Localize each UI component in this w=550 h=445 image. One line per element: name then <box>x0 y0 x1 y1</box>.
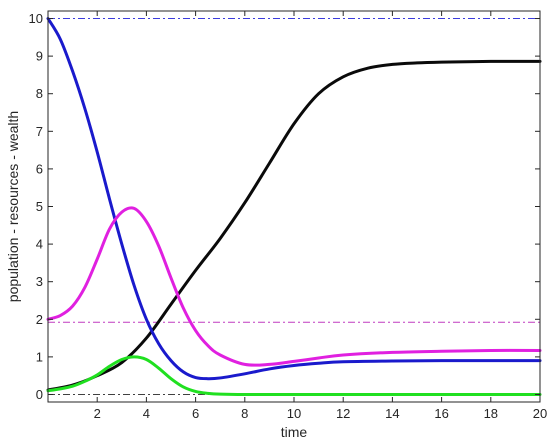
x-tick-label: 18 <box>484 406 498 421</box>
y-tick-label: 9 <box>36 49 43 64</box>
x-tick-label: 6 <box>192 406 199 421</box>
x-tick-label: 14 <box>385 406 399 421</box>
x-tick-label: 8 <box>241 406 248 421</box>
y-tick-label: 8 <box>36 86 43 101</box>
x-tick-label: 2 <box>94 406 101 421</box>
y-tick-label: 2 <box>36 312 43 327</box>
series-line-2 <box>46 17 542 381</box>
y-tick-label: 10 <box>29 11 43 26</box>
series-line-3 <box>46 206 542 367</box>
y-axis-title: population - resources - wealth <box>5 111 21 302</box>
y-tick-label: 0 <box>36 387 43 402</box>
data-series <box>46 17 542 397</box>
x-tick-label: 4 <box>143 406 150 421</box>
x-axis-ticks: 2 4 6 8 10 12 14 16 18 20 <box>94 11 547 421</box>
y-axis-ticks: 0 1 2 3 4 5 6 7 8 9 10 <box>29 11 540 402</box>
y-tick-label: 1 <box>36 349 43 364</box>
y-tick-label: 7 <box>36 124 43 139</box>
x-tick-label: 20 <box>533 406 547 421</box>
y-tick-label: 3 <box>36 274 43 289</box>
x-tick-label: 12 <box>336 406 350 421</box>
y-tick-label: 4 <box>36 237 43 252</box>
y-tick-label: 5 <box>36 199 43 214</box>
series-line-4 <box>46 355 542 397</box>
x-tick-label: 10 <box>287 406 301 421</box>
y-tick-label: 6 <box>36 161 43 176</box>
x-tick-label: 16 <box>434 406 448 421</box>
x-axis-title: time <box>281 424 308 440</box>
